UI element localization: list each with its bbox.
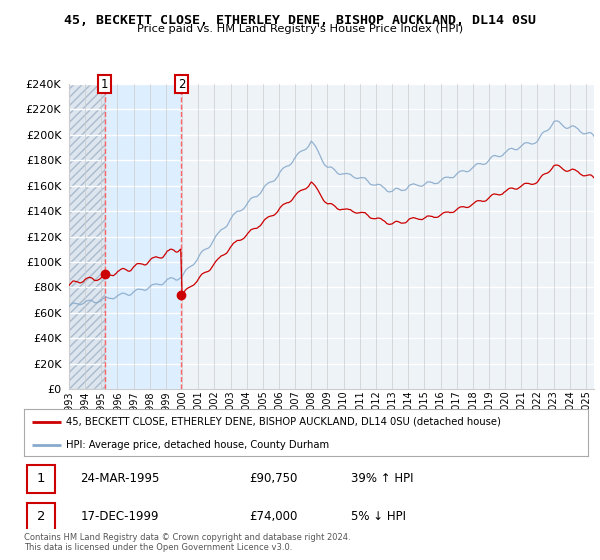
Text: 1: 1: [37, 472, 45, 486]
Bar: [69, 84, 104, 389]
Text: This data is licensed under the Open Government Licence v3.0.: This data is licensed under the Open Gov…: [24, 543, 292, 552]
Text: HPI: Average price, detached house, County Durham: HPI: Average price, detached house, Coun…: [66, 440, 329, 450]
Text: 2: 2: [178, 77, 185, 91]
Text: 2: 2: [37, 510, 45, 523]
Text: 39% ↑ HPI: 39% ↑ HPI: [351, 472, 413, 486]
Text: £90,750: £90,750: [250, 472, 298, 486]
Text: Contains HM Land Registry data © Crown copyright and database right 2024.: Contains HM Land Registry data © Crown c…: [24, 533, 350, 542]
Bar: [104, 84, 181, 389]
FancyBboxPatch shape: [27, 465, 55, 493]
Text: Price paid vs. HM Land Registry's House Price Index (HPI): Price paid vs. HM Land Registry's House …: [137, 24, 463, 34]
Text: 5% ↓ HPI: 5% ↓ HPI: [351, 510, 406, 523]
Text: £74,000: £74,000: [250, 510, 298, 523]
Text: 45, BECKETT CLOSE, ETHERLEY DENE, BISHOP AUCKLAND, DL14 0SU (detached house): 45, BECKETT CLOSE, ETHERLEY DENE, BISHOP…: [66, 417, 501, 427]
Bar: [69, 84, 104, 389]
FancyBboxPatch shape: [27, 503, 55, 531]
Bar: [181, 84, 594, 389]
Text: 1: 1: [101, 77, 109, 91]
Text: 17-DEC-1999: 17-DEC-1999: [80, 510, 159, 523]
Text: 45, BECKETT CLOSE, ETHERLEY DENE, BISHOP AUCKLAND, DL14 0SU: 45, BECKETT CLOSE, ETHERLEY DENE, BISHOP…: [64, 14, 536, 27]
Text: 24-MAR-1995: 24-MAR-1995: [80, 472, 160, 486]
